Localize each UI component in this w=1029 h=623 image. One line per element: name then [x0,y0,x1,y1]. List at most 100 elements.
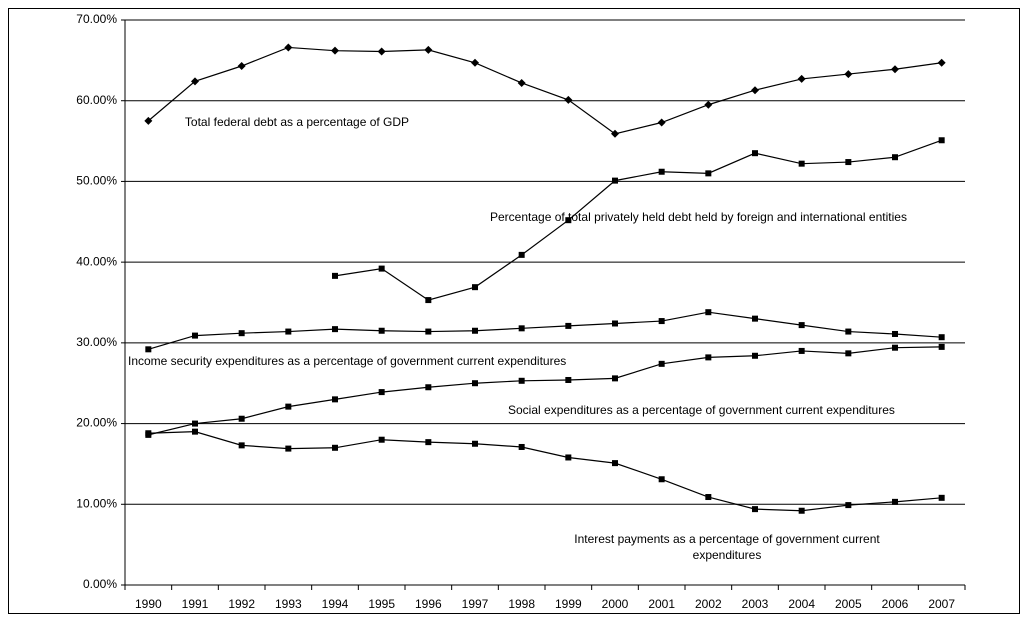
data-point [845,159,852,166]
data-point [472,327,478,334]
series-line [148,431,942,512]
data-point [751,86,759,95]
data-point [285,328,292,335]
data-point [285,445,292,452]
x-tick-label: 1993 [275,597,302,611]
x-tick-label: 2004 [788,597,815,611]
x-tick-label: 1996 [415,597,442,611]
data-point [518,325,525,332]
y-tick-label: 50.00% [76,174,117,188]
data-point [565,322,572,329]
data-point [845,350,852,357]
data-point [425,384,432,391]
x-tick-label: 1997 [462,597,489,611]
data-point [844,70,853,79]
data-point [705,309,712,316]
y-tick-label: 20.00% [76,416,117,430]
data-point [518,251,525,258]
data-point [378,327,385,334]
data-point [612,320,618,327]
data-point [658,476,665,483]
y-tick-label: 70.00% [76,12,117,26]
x-tick-label: 2000 [602,597,629,611]
data-point [892,154,898,161]
data-point [658,318,665,325]
x-tick-label: 2003 [742,597,769,611]
series-line [148,346,942,436]
data-point [798,322,805,329]
data-point [798,160,805,167]
data-point [425,297,432,304]
data-point [472,440,478,447]
data-point [565,454,572,461]
data-point [704,100,713,109]
data-point [845,502,852,509]
data-point [191,77,199,86]
data-point [238,330,245,337]
data-point [705,170,712,177]
data-point [752,506,758,513]
data-point [284,43,293,52]
data-point [472,284,478,291]
data-point [518,377,525,384]
x-tick-label: 1995 [368,597,395,611]
data-point [938,494,945,501]
data-point [938,343,945,350]
data-point [892,498,898,505]
y-tick-label: 60.00% [76,93,117,107]
data-point [425,328,432,335]
data-point [565,217,572,224]
data-point [612,375,618,382]
data-point [752,150,758,157]
data-point [705,354,712,361]
data-point [565,376,572,383]
data-point [471,58,479,67]
data-point [658,360,665,367]
data-point [332,272,338,279]
y-tick-label: 30.00% [76,335,117,349]
data-point [892,330,898,337]
data-point [938,334,945,341]
data-point [424,45,433,54]
data-point [845,328,852,335]
data-point [937,58,946,67]
data-point [332,444,338,451]
series-line [334,139,942,301]
data-point [377,47,386,56]
series-line [148,311,942,350]
data-point [797,74,806,83]
x-tick-label: 1990 [135,597,162,611]
data-point [192,428,198,435]
data-point [144,116,153,125]
x-tick-label: 2007 [928,597,955,611]
data-point [612,460,618,467]
data-point [891,65,899,74]
data-point [752,352,758,359]
data-point [145,346,152,353]
data-point [612,177,618,184]
data-point [564,95,573,104]
data-point [425,439,432,446]
x-tick-label: 1994 [322,597,349,611]
series-label: Total federal debt as a percentage of GD… [184,115,410,129]
data-point [238,415,245,422]
x-tick-label: 2005 [835,597,862,611]
data-point [938,137,945,144]
data-point [192,332,198,339]
data-point [472,380,478,387]
x-tick-label: 2002 [695,597,722,611]
x-tick-label: 1991 [182,597,209,611]
data-point [752,315,758,322]
series-label: Social expenditures as a percentage of g… [508,403,895,417]
y-tick-label: 10.00% [76,496,117,510]
data-point [332,326,338,333]
series-label: Income security expenditures as a percen… [128,354,567,368]
series-label: Percentage of total privately held debt … [490,210,907,224]
data-point [658,168,665,175]
data-point [378,436,385,443]
data-point [378,389,385,396]
series-label: Interest payments as a percentage of gov… [574,532,880,562]
x-tick-label: 1992 [228,597,255,611]
